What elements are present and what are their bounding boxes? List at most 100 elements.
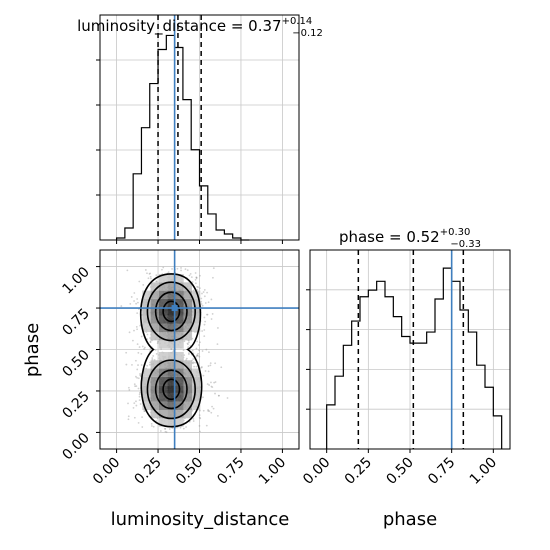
density-cell: [183, 282, 193, 291]
density-cell: [175, 340, 184, 349]
sample-point: [138, 399, 141, 401]
sample-point: [207, 409, 209, 411]
sample-point: [201, 304, 204, 307]
x-tick-label: 0.50: [383, 455, 416, 488]
sample-point: [198, 355, 201, 358]
x-tick-label: 0.00: [90, 455, 123, 488]
x-tick-label: 0.00: [300, 455, 333, 488]
sample-point: [155, 280, 158, 283]
sample-point: [136, 343, 139, 346]
sample-point: [135, 385, 138, 388]
sample-point: [132, 339, 134, 342]
sample-point: [212, 276, 214, 279]
density-cell: [167, 351, 176, 361]
sample-point: [152, 425, 155, 428]
sample-point: [180, 267, 182, 269]
density-cell: [183, 332, 193, 341]
sample-point: [188, 341, 190, 344]
sample-point: [139, 403, 142, 405]
density-cell: [142, 307, 151, 316]
phase-title: phase = 0.52+0.30 −0.33: [339, 227, 481, 250]
sample-point: [194, 278, 197, 281]
sample-point: [201, 350, 204, 352]
sample-point: [205, 348, 208, 351]
sample-point: [176, 426, 179, 429]
sample-point: [133, 292, 136, 294]
sample-point: [161, 268, 163, 271]
sample-point: [188, 274, 191, 277]
x-tick-label: 1.00: [467, 455, 500, 488]
x-axis-label-phase: phase: [383, 509, 437, 530]
sample-point: [133, 383, 136, 386]
sample-point: [188, 352, 190, 355]
sample-point: [156, 340, 159, 343]
sample-point: [204, 302, 207, 304]
y-tick-label: 0.50: [59, 347, 92, 380]
contour-level: [162, 378, 181, 401]
sample-point: [155, 274, 158, 277]
density-cell: [142, 376, 151, 386]
sample-point: [195, 347, 198, 350]
sample-point: [186, 269, 189, 272]
sample-point: [137, 351, 140, 354]
sample-point: [185, 426, 187, 428]
density-cell: [142, 385, 151, 394]
sample-point: [120, 305, 123, 307]
sample-point: [149, 340, 152, 343]
sample-point: [187, 353, 190, 356]
density-cell: [150, 323, 159, 333]
sample-point: [151, 357, 154, 359]
sample-point: [206, 313, 208, 316]
sample-point: [130, 296, 133, 298]
density-cell: [142, 290, 151, 299]
sample-point: [211, 386, 214, 389]
sample-point: [139, 324, 142, 327]
density-cell: [183, 393, 193, 402]
density-cell: [183, 290, 193, 299]
sample-point: [137, 364, 139, 366]
density-cell: [150, 385, 159, 394]
density-cell: [192, 393, 201, 402]
density-cell: [175, 410, 184, 419]
sample-point: [197, 286, 199, 289]
sample-point: [140, 352, 143, 355]
sample-point: [185, 357, 188, 360]
sample-point: [128, 389, 131, 391]
density-cell: [183, 360, 193, 369]
density-cell: [175, 332, 184, 341]
sample-point: [138, 346, 141, 348]
sample-point: [195, 277, 198, 279]
y-tick-label: 0.00: [59, 430, 92, 463]
sample-point: [183, 354, 186, 357]
sample-point: [207, 365, 210, 367]
sample-point: [210, 318, 213, 320]
sample-point: [141, 345, 144, 348]
sample-point: [134, 359, 137, 362]
density-cell: [183, 385, 193, 394]
density-cell: [183, 376, 193, 386]
sample-point: [199, 409, 201, 412]
sample-point: [196, 340, 199, 343]
sample-point: [192, 361, 195, 364]
sample-point: [203, 335, 206, 338]
sample-point: [179, 426, 182, 429]
sample-point: [146, 272, 148, 275]
density-cell: [158, 393, 168, 402]
panel-phase-hist: [306, 249, 511, 450]
density-cell: [167, 418, 176, 427]
sample-point: [214, 362, 217, 365]
sample-point: [149, 272, 152, 275]
sample-point: [172, 350, 175, 353]
sample-point: [148, 363, 151, 366]
density-cell: [167, 315, 176, 324]
sample-point: [226, 397, 229, 399]
density-cell: [142, 323, 151, 333]
density-cell: [192, 290, 201, 299]
sample-point: [200, 366, 203, 369]
sample-point: [192, 420, 195, 422]
density-cell: [167, 393, 176, 402]
sample-point: [136, 328, 138, 331]
density-cell: [158, 376, 168, 386]
sample-point: [208, 351, 210, 354]
sample-point: [137, 377, 140, 380]
